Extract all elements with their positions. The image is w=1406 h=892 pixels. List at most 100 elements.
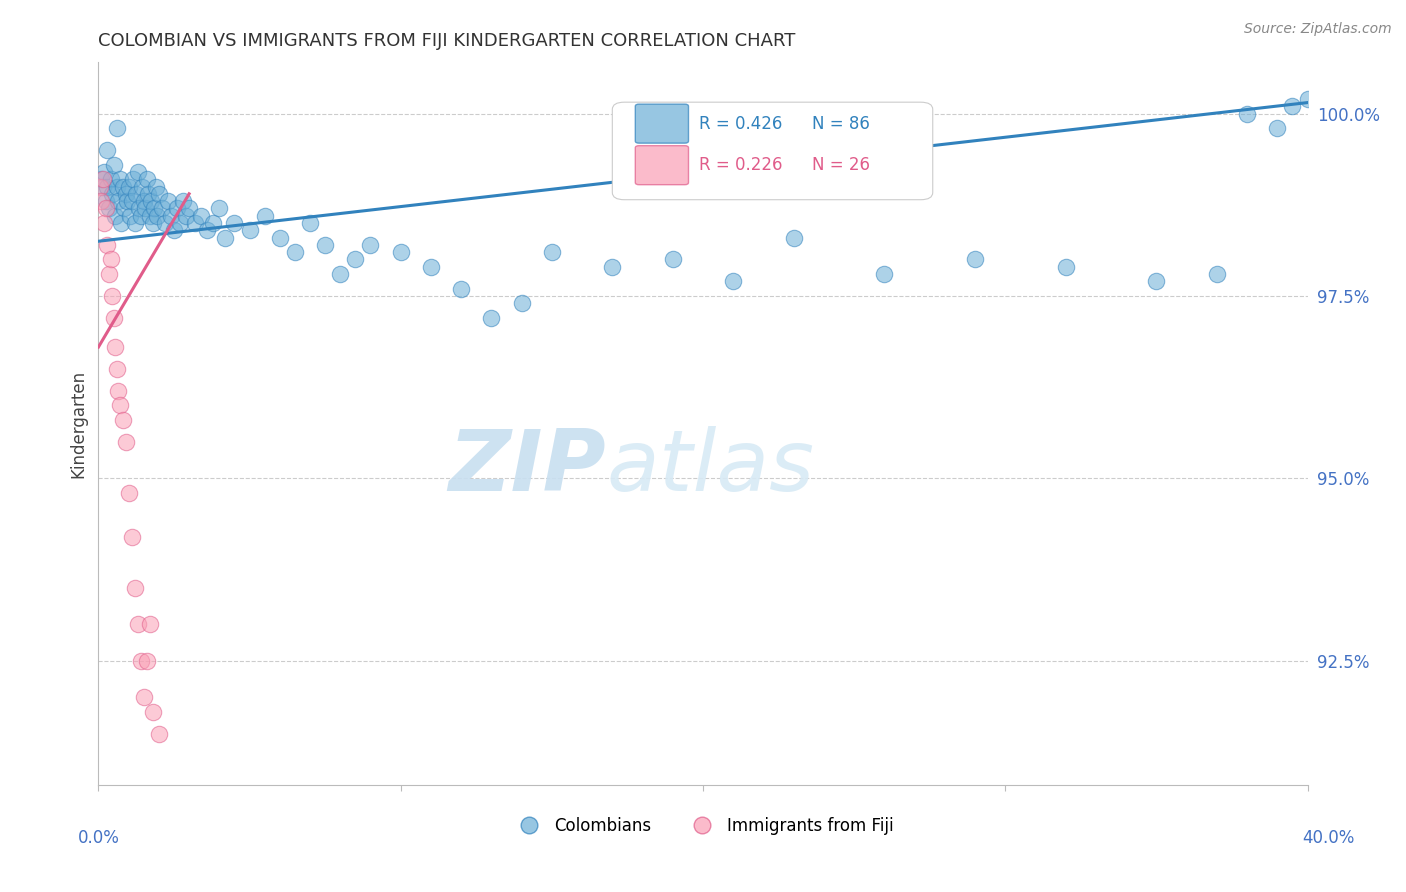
Point [344,252,367,267]
Point [108,399,131,413]
Point [127,617,149,632]
Point [208,202,231,216]
Point [108,172,131,186]
Point [1281,99,1303,113]
Point [481,310,503,325]
Point [163,223,186,237]
FancyBboxPatch shape [636,104,689,143]
Point [101,289,124,303]
Point [127,165,149,179]
Point [94,194,117,208]
Point [184,216,207,230]
Point [135,172,157,186]
Point [1054,260,1077,274]
Point [143,202,166,216]
Text: N = 26: N = 26 [811,156,870,174]
Text: ZIP: ZIP [449,425,606,508]
Point [174,209,197,223]
Text: Source: ZipAtlas.com: Source: ZipAtlas.com [1244,22,1392,37]
Point [202,216,225,230]
Point [179,202,201,216]
Point [128,202,150,216]
Point [96,179,118,194]
Point [103,310,125,325]
Point [150,202,173,216]
Point [107,384,129,398]
Point [118,486,141,500]
Point [160,209,183,223]
Point [153,216,176,230]
Point [146,209,169,223]
Y-axis label: Kindergarten: Kindergarten [69,369,87,478]
Point [105,121,128,136]
Point [105,362,128,376]
Point [148,727,170,741]
Point [783,230,806,244]
Point [112,202,135,216]
Point [239,223,262,237]
Point [111,413,134,427]
Point [1296,92,1319,106]
Point [125,186,148,201]
Text: 0.0%: 0.0% [77,830,120,847]
Point [114,434,136,449]
Point [124,216,146,230]
Point [1146,274,1168,288]
Point [510,296,533,310]
Point [284,245,307,260]
Point [98,202,121,216]
Point [93,216,115,230]
FancyBboxPatch shape [613,103,932,200]
Point [122,172,145,186]
Point [121,194,143,208]
Point [965,252,987,267]
Point [107,194,129,208]
Point [105,179,128,194]
Point [111,179,134,194]
Point [129,654,152,668]
Point [1267,121,1289,136]
Point [90,194,112,208]
Text: N = 86: N = 86 [811,115,870,133]
Point [195,223,218,237]
Point [134,202,156,216]
Point [299,216,322,230]
Point [329,267,352,281]
Text: atlas: atlas [606,425,814,508]
Legend: Colombians, Immigrants from Fiji: Colombians, Immigrants from Fiji [506,810,900,842]
Text: R = 0.426: R = 0.426 [699,115,783,133]
Point [103,158,125,172]
Point [723,274,745,288]
Point [94,202,117,216]
Point [136,186,159,201]
Point [661,252,683,267]
Point [101,186,124,201]
FancyBboxPatch shape [636,145,689,185]
Point [124,581,146,595]
Point [132,690,155,705]
Point [1206,267,1229,281]
Point [91,179,114,194]
Point [602,260,624,274]
Point [118,179,141,194]
Point [120,209,142,223]
Point [93,165,115,179]
Point [141,194,163,208]
Point [110,216,132,230]
Point [389,245,412,260]
Point [156,194,179,208]
Point [104,340,127,354]
Text: 40.0%: 40.0% [1302,830,1355,847]
Point [90,172,112,186]
Point [142,216,165,230]
Point [100,172,122,186]
Point [131,179,153,194]
Point [148,186,170,201]
Point [214,230,236,244]
Point [190,209,212,223]
Point [873,267,896,281]
Point [450,282,472,296]
Point [253,209,276,223]
Point [540,245,562,260]
Point [224,216,246,230]
